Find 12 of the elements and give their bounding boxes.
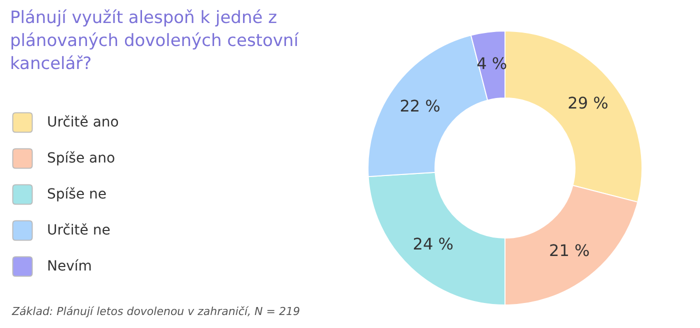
legend-label: Určitě ne xyxy=(47,222,110,238)
text: Základ: Plánují letos dovolenou v zahraničí, N = 219 xyxy=(11,305,300,318)
data-label: 24 % xyxy=(412,234,454,254)
data-label: 29 % xyxy=(568,94,608,113)
legend-label: Spíše ne xyxy=(47,186,107,202)
data-label: 21 % xyxy=(549,240,590,260)
chart-title: Plánují využít alespoň k jedné z plánovaných dovolených cestovní kancelář? xyxy=(10,8,300,74)
legend-label: Určitě ano xyxy=(47,114,119,130)
data-label: 4 % xyxy=(476,54,508,73)
data-label: 22 % xyxy=(400,96,440,116)
legend-label: Nevím xyxy=(47,258,92,274)
legend-label: Spíše ano xyxy=(47,150,116,166)
